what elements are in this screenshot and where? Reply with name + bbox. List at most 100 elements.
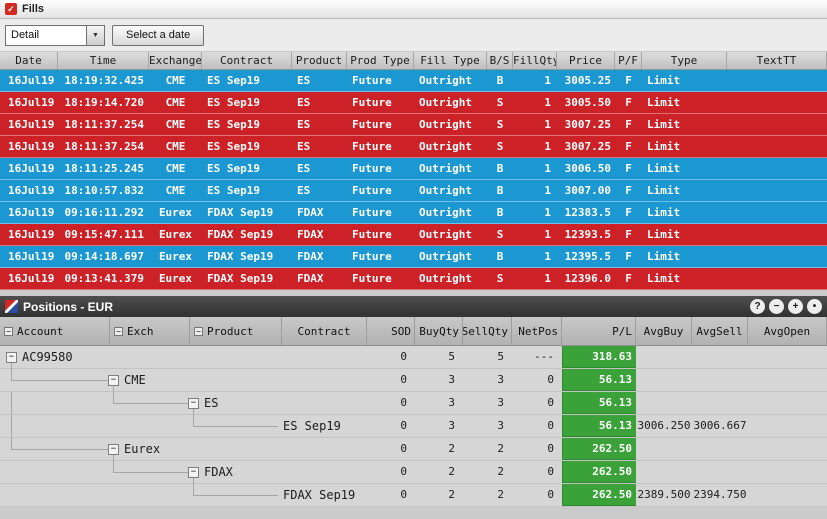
- tree-line: [193, 484, 194, 496]
- collapse-all-product-toggle[interactable]: −: [194, 326, 203, 336]
- fills-col-header-p-f[interactable]: P/F: [615, 52, 642, 69]
- fill-row[interactable]: 16Jul19 09:15:47.111 Eurex FDAX Sep19 FDAX Fu…: [0, 224, 827, 246]
- positions-col-header-avgbuy[interactable]: AvgBuy: [636, 317, 692, 345]
- fills-col-header-fill-type[interactable]: Fill Type: [414, 52, 487, 69]
- fill-cell-product: ES: [297, 162, 311, 175]
- positions-table-body: − AC99580 0 5 5 --- 318.63− CME 0 3 3 0 56.13− ES 0 3 3 0…: [0, 346, 827, 507]
- tree-line: [113, 461, 114, 473]
- position-cell-sellqty: 2: [497, 465, 504, 478]
- positions-col-header-product[interactable]: − Product: [190, 317, 282, 345]
- fill-row[interactable]: 16Jul19 18:11:37.254 CME ES Sep19 ES Future Ou…: [0, 114, 827, 136]
- options-button[interactable]: •: [807, 299, 822, 314]
- position-cell-avgsell: [692, 461, 748, 483]
- fill-cell-fillqty: 1: [544, 206, 551, 219]
- view-mode-dropdown[interactable]: Detail ▼: [5, 24, 105, 46]
- positions-col-header-p-l[interactable]: P/L: [562, 317, 636, 345]
- tree-line: [193, 415, 194, 427]
- fill-cell-b-s: S: [496, 140, 504, 153]
- positions-col-header-exch[interactable]: − Exch: [110, 317, 190, 345]
- fill-cell-b-s: B: [496, 162, 504, 175]
- fills-col-header-contract[interactable]: Contract: [202, 52, 292, 69]
- position-row[interactable]: − Eurex 0 2 2 0 262.50: [0, 438, 827, 461]
- fills-col-header-prod-type[interactable]: Prod Type: [347, 52, 414, 69]
- fills-col-header-time[interactable]: Time: [58, 52, 149, 69]
- positions-col-header-account[interactable]: − Account: [0, 317, 110, 345]
- fill-cell-contract: FDAX Sep19: [207, 206, 274, 219]
- fill-cell-prod-type: Future: [352, 74, 392, 87]
- header-label: AvgSell: [696, 324, 743, 338]
- fills-col-header-price[interactable]: Price: [557, 52, 615, 69]
- fills-col-header-date[interactable]: Date: [0, 52, 58, 69]
- position-row[interactable]: − CME 0 3 3 0 56.13: [0, 369, 827, 392]
- minimize-button[interactable]: −: [769, 299, 784, 314]
- fill-row[interactable]: 16Jul19 18:10:57.832 CME ES Sep19 ES Future Ou…: [0, 180, 827, 202]
- position-row[interactable]: − ES 0 3 3 0 56.13: [0, 392, 827, 415]
- fill-cell-fillqty: 1: [544, 118, 551, 131]
- fill-cell-type: Limit: [647, 96, 681, 109]
- collapse-all-account-toggle[interactable]: −: [4, 326, 13, 336]
- fill-row[interactable]: 16Jul19 18:11:25.245 CME ES Sep19 ES Future Ou…: [0, 158, 827, 180]
- position-cell-sod: 0: [400, 442, 407, 455]
- tree-collapse-toggle[interactable]: −: [108, 375, 119, 386]
- position-tree-cell: − AC99580: [0, 346, 367, 369]
- expand-button[interactable]: +: [788, 299, 803, 314]
- help-button[interactable]: ?: [750, 299, 765, 314]
- tree-line: [11, 438, 12, 450]
- position-cell-sellqty: 3: [497, 373, 504, 386]
- fills-col-header-fillqty[interactable]: FillQty: [513, 52, 557, 69]
- position-cell-netpos: ---: [534, 350, 554, 363]
- positions-col-header-contract[interactable]: Contract: [282, 317, 367, 345]
- fills-col-header-b-s[interactable]: B/S: [487, 52, 513, 69]
- fill-row[interactable]: 16Jul19 09:13:41.379 Eurex FDAX Sep19 FDAX Fu…: [0, 268, 827, 290]
- tree-collapse-toggle[interactable]: −: [108, 444, 119, 455]
- fill-row[interactable]: 16Jul19 09:16:11.292 Eurex FDAX Sep19 FDAX Fu…: [0, 202, 827, 224]
- position-row[interactable]: − FDAX 0 2 2 0 262.50: [0, 461, 827, 484]
- fill-cell-contract: FDAX Sep19: [207, 228, 274, 241]
- position-row[interactable]: − AC99580 0 5 5 --- 318.63: [0, 346, 827, 369]
- fill-row[interactable]: 16Jul19 09:14:18.697 Eurex FDAX Sep19 FDAX Fu…: [0, 246, 827, 268]
- tree-collapse-toggle[interactable]: −: [188, 467, 199, 478]
- tree-collapse-toggle[interactable]: −: [188, 398, 199, 409]
- fill-cell-date: 16Jul19: [8, 118, 55, 131]
- select-date-button[interactable]: Select a date: [112, 24, 205, 46]
- fills-title: Fills: [22, 3, 45, 15]
- fill-cell-product: FDAX: [297, 206, 324, 219]
- position-cell-avgbuy: 3006.250: [637, 419, 691, 432]
- fill-cell-contract: FDAX Sep19: [207, 272, 274, 285]
- tree-collapse-toggle[interactable]: −: [6, 352, 17, 363]
- fill-cell-price: 3007.25: [564, 118, 611, 131]
- fill-cell-texttt: [727, 180, 827, 201]
- position-cell-pl: 56.13: [562, 415, 636, 437]
- fill-cell-prod-type: Future: [352, 228, 392, 241]
- tree-line: [11, 392, 12, 414]
- chevron-down-icon[interactable]: ▼: [86, 25, 104, 45]
- fills-col-header-texttt[interactable]: TextTT: [727, 52, 827, 69]
- collapse-all-exch-toggle[interactable]: −: [114, 326, 123, 336]
- position-cell-sod: 0: [400, 373, 407, 386]
- position-row[interactable]: FDAX Sep19 0 2 2 0 262.50 2389.500 2394.750: [0, 484, 827, 507]
- fills-col-header-type[interactable]: Type: [642, 52, 727, 69]
- positions-col-header-sellqty[interactable]: SellQty: [463, 317, 512, 345]
- positions-col-header-netpos[interactable]: NetPos: [512, 317, 562, 345]
- fill-row[interactable]: 16Jul19 18:19:14.720 CME ES Sep19 ES Future Ou…: [0, 92, 827, 114]
- fills-panel: ✓ Fills Detail ▼ Select a date Date Time E…: [0, 0, 827, 290]
- fills-col-header-product[interactable]: Product: [292, 52, 347, 69]
- fill-row[interactable]: 16Jul19 18:19:32.425 CME ES Sep19 ES Future Ou…: [0, 70, 827, 92]
- fill-cell-texttt: [727, 136, 827, 157]
- positions-col-header-avgopen[interactable]: AvgOpen: [748, 317, 827, 345]
- positions-col-header-avgsell[interactable]: AvgSell: [692, 317, 748, 345]
- fill-cell-date: 16Jul19: [8, 228, 55, 241]
- fills-col-header-exchange[interactable]: Exchange: [149, 52, 202, 69]
- fill-cell-date: 16Jul19: [8, 96, 55, 109]
- fill-cell-exchange: CME: [165, 162, 186, 175]
- position-row[interactable]: ES Sep19 0 3 3 0 56.13 3006.250 3006.667: [0, 415, 827, 438]
- positions-col-header-sod[interactable]: SOD: [367, 317, 415, 345]
- position-cell-avgsell: [692, 346, 748, 368]
- positions-col-header-buyqty[interactable]: BuyQty: [415, 317, 463, 345]
- fill-row[interactable]: 16Jul19 18:11:37.254 CME ES Sep19 ES Future Ou…: [0, 136, 827, 158]
- fill-cell-fillqty: 1: [544, 228, 551, 241]
- position-cell-avgopen: [748, 392, 827, 414]
- fill-cell-type: Limit: [647, 228, 681, 241]
- fill-cell-contract: ES Sep19: [207, 118, 260, 131]
